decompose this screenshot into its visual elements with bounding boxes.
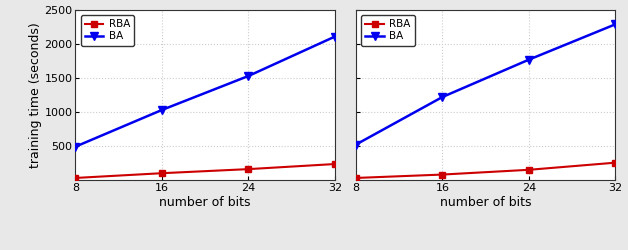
Line: BA: BA [352,20,620,149]
RBA [331,162,338,166]
RBA [245,168,252,170]
Line: BA: BA [71,32,339,151]
Line: RBA: RBA [73,161,338,181]
BA [352,143,360,146]
BA [245,74,252,78]
RBA [525,168,533,171]
BA [72,145,79,148]
RBA [72,176,79,180]
BA [612,23,619,26]
RBA [158,172,166,175]
Y-axis label: training time (seconds): training time (seconds) [29,22,41,168]
BA [331,35,338,38]
RBA [438,173,446,176]
X-axis label: number of bits: number of bits [440,196,531,208]
Legend: RBA, BA: RBA, BA [361,15,414,46]
Line: RBA: RBA [353,160,618,181]
RBA [352,176,360,180]
BA [158,108,166,112]
BA [525,58,533,61]
Legend: RBA, BA: RBA, BA [80,15,134,46]
BA [438,96,446,98]
X-axis label: number of bits: number of bits [160,196,251,208]
RBA [612,161,619,164]
